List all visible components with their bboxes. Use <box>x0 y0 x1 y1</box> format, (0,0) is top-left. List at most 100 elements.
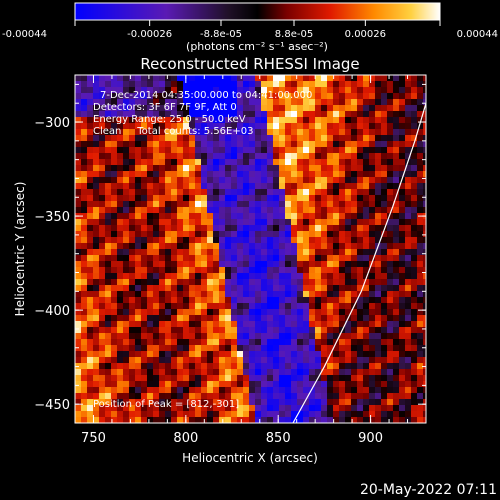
heatmap-cell <box>147 243 153 249</box>
heatmap-cell <box>237 339 243 345</box>
heatmap-cell <box>231 411 237 417</box>
heatmap-cell <box>381 183 387 189</box>
heatmap-cell <box>129 147 135 153</box>
heatmap-cell <box>111 171 117 177</box>
heatmap-cell <box>333 345 339 351</box>
heatmap-cell <box>105 327 111 333</box>
heatmap-cell <box>291 339 297 345</box>
heatmap-cell <box>351 201 357 207</box>
heatmap-cell <box>153 303 159 309</box>
heatmap-cell <box>249 369 255 375</box>
heatmap-cell <box>207 393 213 399</box>
y-tick-label: −450 <box>34 398 70 413</box>
heatmap-cell <box>129 255 135 261</box>
heatmap-cell <box>225 273 231 279</box>
heatmap-cell <box>387 243 393 249</box>
heatmap-cell <box>135 189 141 195</box>
heatmap-cell <box>231 81 237 87</box>
heatmap-cell <box>117 261 123 267</box>
heatmap-cell <box>213 153 219 159</box>
heatmap-cell <box>171 81 177 87</box>
heatmap-cell <box>345 165 351 171</box>
heatmap-cell <box>183 243 189 249</box>
heatmap-cell <box>405 297 411 303</box>
heatmap-cell <box>201 99 207 105</box>
heatmap-cell <box>315 213 321 219</box>
heatmap-cell <box>399 159 405 165</box>
heatmap-cell <box>225 285 231 291</box>
heatmap-cell <box>243 315 249 321</box>
heatmap-cell <box>273 339 279 345</box>
heatmap-cell <box>387 225 393 231</box>
heatmap-cell <box>141 255 147 261</box>
heatmap-cell <box>183 183 189 189</box>
heatmap-cell <box>141 399 147 405</box>
heatmap-cell <box>411 417 417 423</box>
heatmap-cell <box>201 381 207 387</box>
heatmap-cell <box>129 399 135 405</box>
heatmap-cell <box>105 249 111 255</box>
heatmap-cell <box>201 285 207 291</box>
heatmap-cell <box>243 255 249 261</box>
heatmap-cell <box>423 417 426 423</box>
heatmap-cell <box>363 111 369 117</box>
heatmap-cell <box>177 267 183 273</box>
heatmap-cell <box>81 117 87 123</box>
heatmap-cell <box>339 357 345 363</box>
heatmap-cell <box>153 243 159 249</box>
heatmap-cell <box>303 75 309 81</box>
heatmap-cell <box>171 291 177 297</box>
heatmap-cell <box>345 297 351 303</box>
heatmap-cell <box>387 357 393 363</box>
heatmap-cell <box>87 369 93 375</box>
heatmap-cell <box>195 147 201 153</box>
heatmap-cell <box>183 411 189 417</box>
heatmap-cell <box>183 177 189 183</box>
heatmap-cell <box>249 303 255 309</box>
heatmap-cell <box>333 303 339 309</box>
heatmap-cell <box>423 183 426 189</box>
heatmap-cell <box>237 141 243 147</box>
heatmap-cell <box>357 231 363 237</box>
heatmap-cell <box>93 117 99 123</box>
heatmap-cell <box>381 327 387 333</box>
heatmap-cell <box>141 105 147 111</box>
heatmap-cell <box>399 267 405 273</box>
heatmap-cell <box>357 171 363 177</box>
heatmap-cell <box>315 417 321 423</box>
heatmap-cell <box>123 231 129 237</box>
heatmap-cell <box>357 147 363 153</box>
heatmap-cell <box>111 357 117 363</box>
heatmap-cell <box>351 231 357 237</box>
heatmap-cell <box>411 255 417 261</box>
heatmap-cell <box>261 315 267 321</box>
heatmap-cell <box>315 165 321 171</box>
heatmap-cell <box>207 189 213 195</box>
heatmap-cell <box>147 165 153 171</box>
heatmap-cell <box>243 207 249 213</box>
heatmap-cell <box>387 261 393 267</box>
heatmap-cell <box>225 363 231 369</box>
heatmap-cell <box>315 231 321 237</box>
heatmap-cell <box>387 171 393 177</box>
heatmap-cell <box>399 99 405 105</box>
heatmap-cell <box>399 237 405 243</box>
heatmap-cell <box>135 243 141 249</box>
heatmap-cell <box>375 399 381 405</box>
heatmap-cell <box>123 153 129 159</box>
heatmap-cell <box>285 225 291 231</box>
heatmap-cell <box>219 183 225 189</box>
heatmap-cell <box>111 183 117 189</box>
heatmap-cell <box>147 129 153 135</box>
heatmap-cell <box>339 321 345 327</box>
heatmap-cell <box>243 405 249 411</box>
heatmap-cell <box>297 141 303 147</box>
heatmap-cell <box>399 195 405 201</box>
heatmap-cell <box>165 261 171 267</box>
heatmap-cell <box>399 399 405 405</box>
heatmap-cell <box>249 279 255 285</box>
heatmap-cell <box>345 375 351 381</box>
heatmap-cell <box>339 339 345 345</box>
heatmap-cell <box>123 225 129 231</box>
heatmap-cell <box>351 363 357 369</box>
